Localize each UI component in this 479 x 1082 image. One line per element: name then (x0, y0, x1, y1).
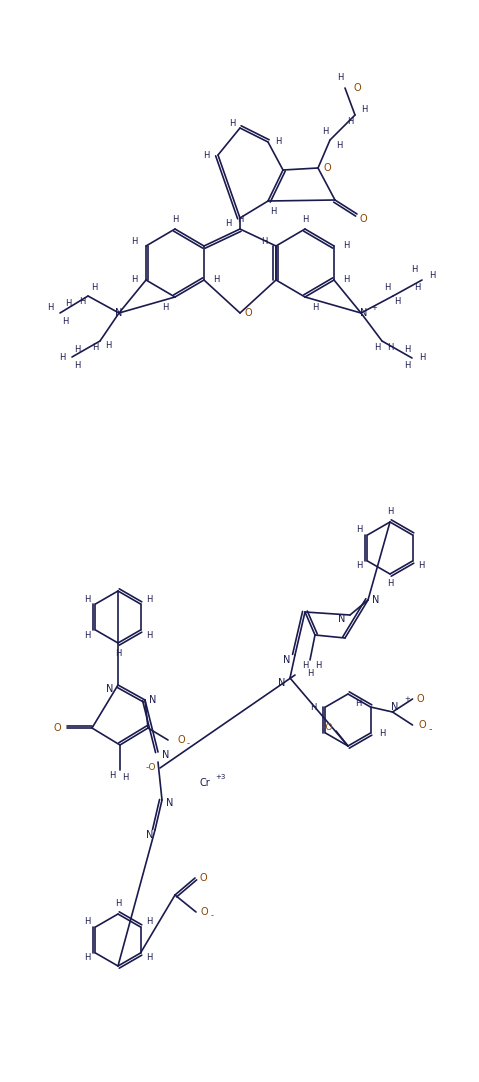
Text: H: H (337, 74, 343, 82)
Text: H: H (74, 360, 80, 369)
Text: -: - (210, 911, 214, 921)
Text: O: O (359, 214, 367, 224)
Text: -: - (429, 724, 432, 734)
Text: H: H (384, 283, 390, 292)
Text: H: H (387, 507, 393, 516)
Text: H: H (109, 770, 115, 779)
Text: N: N (278, 678, 285, 688)
Text: H: H (146, 953, 152, 963)
Text: H: H (355, 526, 362, 535)
Text: H: H (355, 562, 362, 570)
Text: -O: -O (146, 763, 156, 771)
Text: H: H (374, 343, 380, 352)
Text: H: H (429, 270, 435, 279)
Text: N: N (360, 308, 368, 318)
Text: H: H (229, 119, 235, 128)
Text: O: O (419, 720, 426, 730)
Text: H: H (162, 303, 168, 312)
Text: H: H (146, 918, 152, 926)
Text: N: N (372, 595, 380, 605)
Text: H: H (336, 141, 342, 149)
Text: O: O (178, 735, 186, 745)
Text: H: H (404, 361, 410, 370)
Text: H: H (115, 899, 121, 909)
Text: Cr: Cr (200, 778, 210, 788)
Text: H: H (79, 298, 85, 306)
Text: O: O (244, 308, 252, 318)
Text: +3: +3 (215, 774, 225, 780)
Text: N: N (283, 655, 291, 665)
Text: H: H (414, 283, 420, 292)
Text: H: H (261, 237, 267, 246)
Text: H: H (404, 345, 410, 355)
Text: H: H (361, 106, 367, 115)
Text: H: H (146, 631, 152, 639)
Text: N: N (106, 684, 114, 694)
Text: +: + (371, 305, 377, 311)
Text: H: H (65, 299, 71, 307)
Text: H: H (237, 214, 243, 224)
Text: H: H (270, 207, 276, 215)
Text: H: H (84, 594, 90, 604)
Text: H: H (84, 631, 90, 639)
Text: O: O (200, 907, 208, 918)
Text: H: H (59, 353, 65, 361)
Text: H: H (307, 669, 313, 677)
Text: H: H (310, 702, 317, 712)
Text: H: H (322, 128, 328, 136)
Text: H: H (115, 648, 121, 658)
Text: H: H (418, 562, 424, 570)
Text: N: N (115, 308, 123, 318)
Text: N: N (149, 695, 157, 705)
Text: O: O (323, 163, 331, 173)
Text: H: H (347, 117, 353, 126)
Text: H: H (419, 354, 425, 362)
Text: H: H (302, 660, 308, 670)
Text: H: H (92, 343, 98, 352)
Text: H: H (203, 150, 209, 159)
Text: H: H (74, 344, 80, 354)
Text: H: H (394, 298, 400, 306)
Text: H: H (343, 241, 349, 251)
Text: H: H (122, 774, 128, 782)
Text: H: H (47, 303, 53, 313)
Text: H: H (312, 303, 318, 312)
Text: H: H (387, 343, 393, 352)
Text: N: N (146, 830, 154, 840)
Text: O: O (354, 83, 362, 93)
Text: O: O (417, 694, 424, 704)
Text: O: O (199, 873, 207, 883)
Text: H: H (315, 660, 321, 670)
Text: H: H (355, 699, 361, 709)
Text: H: H (62, 317, 68, 326)
Text: -: - (186, 739, 190, 749)
Text: H: H (379, 728, 386, 738)
Text: +: + (405, 696, 411, 702)
Text: H: H (91, 283, 97, 292)
Text: H: H (146, 594, 152, 604)
Text: H: H (302, 214, 308, 224)
Text: H: H (213, 276, 219, 285)
Text: N: N (338, 613, 346, 624)
Text: H: H (172, 214, 178, 224)
Text: H: H (105, 342, 111, 351)
Text: H: H (225, 219, 231, 227)
Text: H: H (275, 137, 281, 146)
Text: H: H (84, 918, 90, 926)
Text: H: H (411, 265, 417, 275)
Text: H: H (343, 276, 349, 285)
Text: H: H (131, 237, 137, 246)
Text: N: N (162, 750, 170, 760)
Text: N: N (166, 799, 174, 808)
Text: -O: -O (323, 724, 333, 733)
Text: H: H (84, 953, 90, 963)
Text: O: O (53, 723, 61, 733)
Text: N: N (391, 702, 398, 712)
Text: H: H (387, 580, 393, 589)
Text: H: H (131, 276, 137, 285)
